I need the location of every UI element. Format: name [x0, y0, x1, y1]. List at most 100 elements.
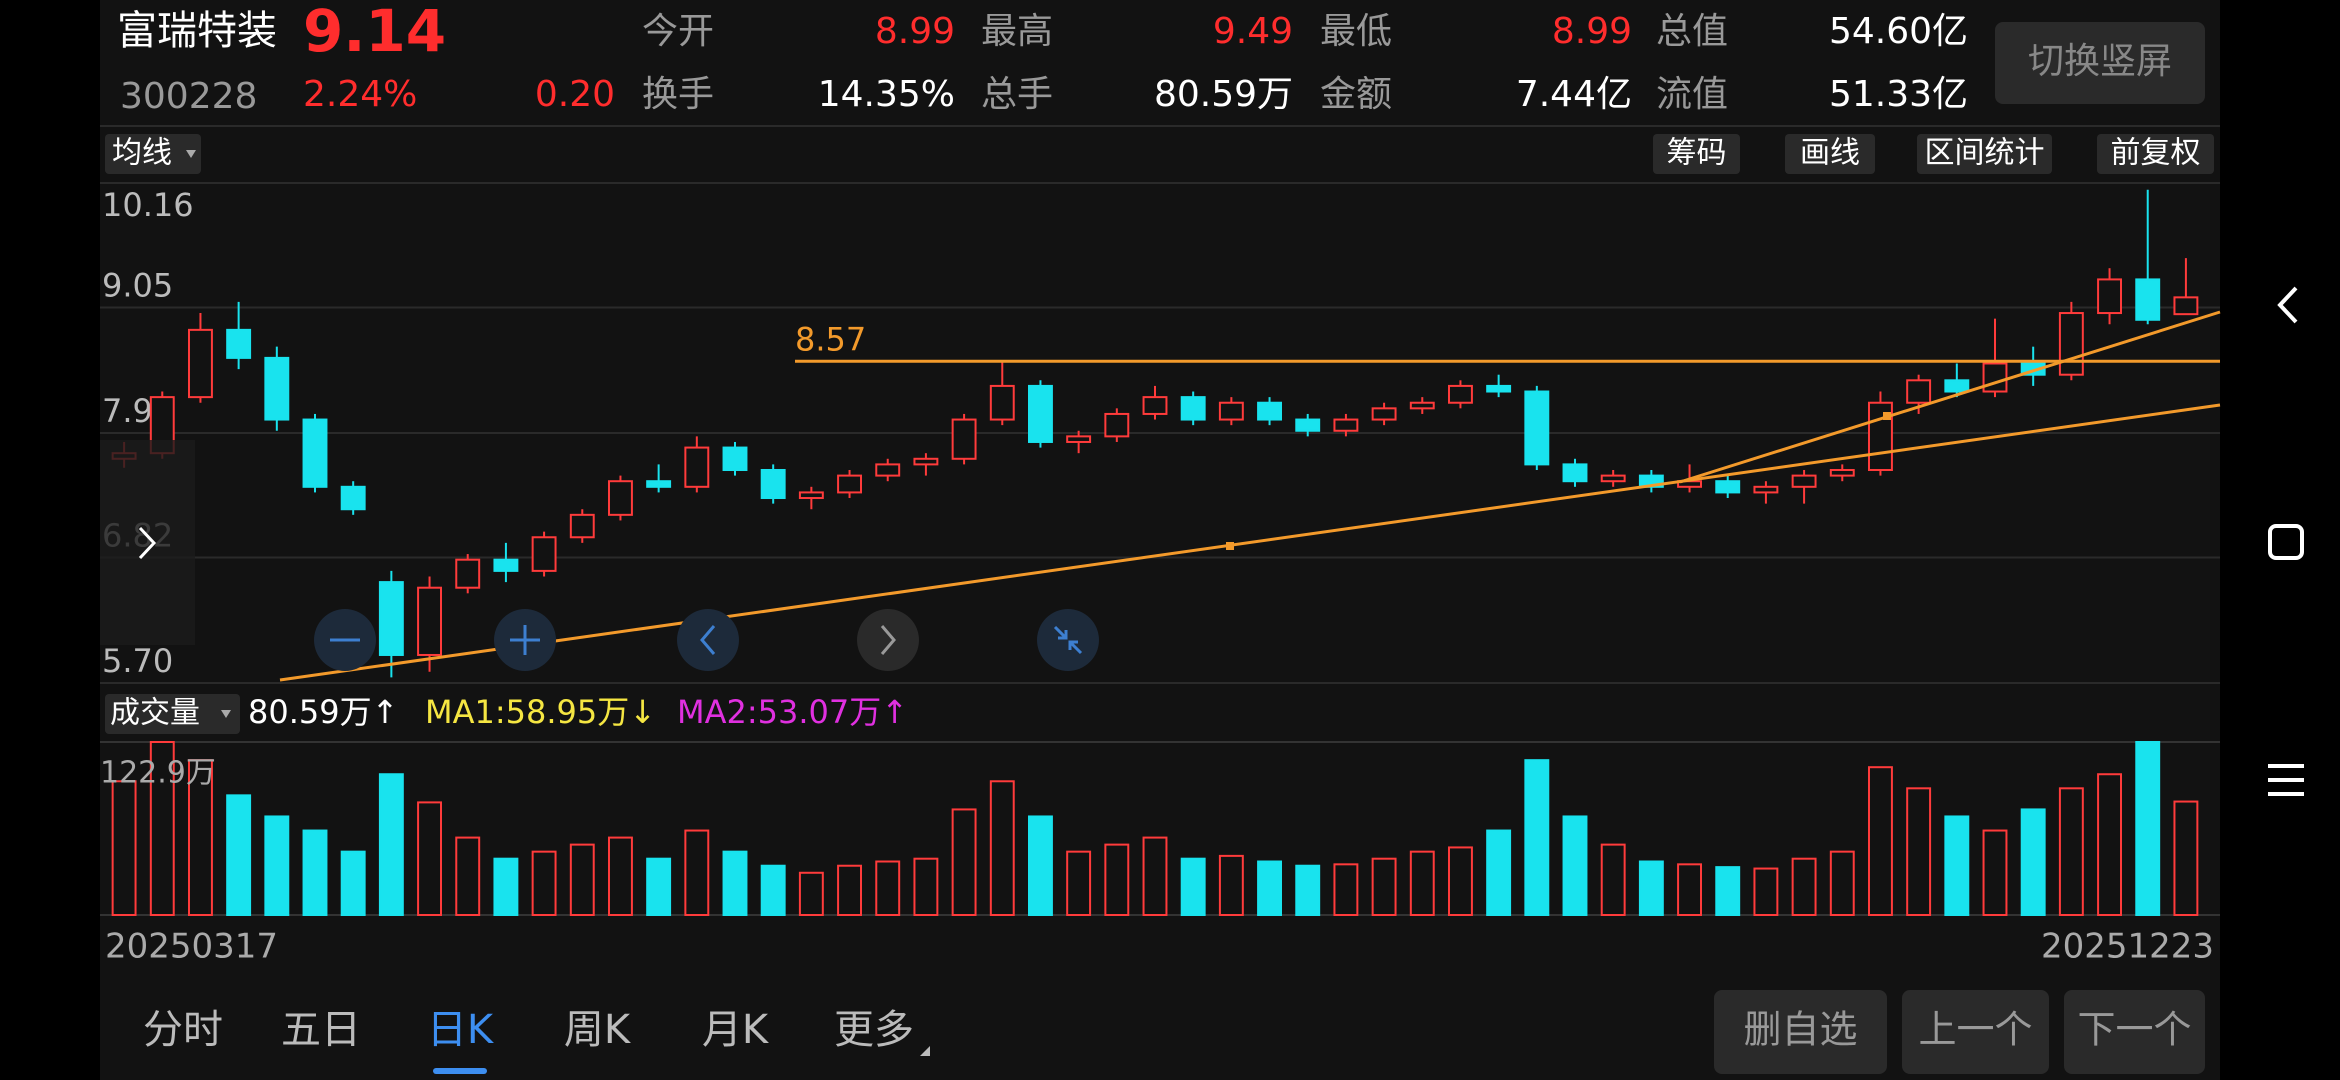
candle-body: [1524, 390, 1550, 466]
candle-body: [608, 480, 633, 516]
candle-body: [1218, 401, 1244, 421]
orientation-button[interactable]: [1995, 22, 2205, 104]
volume-bar: [684, 829, 710, 916]
volume-bar: [188, 759, 213, 917]
reset-button[interactable]: [1037, 609, 1099, 671]
volume-bar: [722, 850, 748, 917]
candle-body: [2097, 278, 2122, 315]
candle-body: [1409, 401, 1435, 410]
icon: [700, 625, 716, 655]
field-label: 总手: [981, 74, 1053, 115]
field-value: 9.49: [1213, 11, 1293, 52]
volume-bar: [1715, 866, 1741, 917]
candle-body: [1333, 418, 1359, 432]
field-label: 流值: [1656, 74, 1728, 115]
candle-body: [760, 468, 786, 500]
volume-bar: [149, 741, 175, 916]
candle-body: [2020, 362, 2046, 376]
tool-button-label: 筹码: [1667, 136, 1727, 171]
volume-bar: [1028, 815, 1053, 916]
zoom-controls: [314, 609, 1099, 671]
volume-button[interactable]: [105, 694, 240, 734]
toolbar-tools: 筹码 画线 区间统计 前复权: [1653, 134, 2214, 174]
volume-legend: 80.59万↑: [248, 693, 398, 731]
candle-body: [2135, 278, 2161, 321]
volume-bar: [1180, 857, 1206, 916]
volume-bars: [111, 741, 2199, 917]
scroll-right-button[interactable]: [857, 609, 919, 671]
action-button[interactable]: [1714, 990, 1887, 1074]
nav-back[interactable]: [2277, 286, 2298, 324]
candle-body: [1791, 474, 1817, 488]
tool-button[interactable]: [1653, 134, 1740, 174]
volume-bar: [111, 780, 137, 916]
side-panel-handle[interactable]: [100, 440, 195, 645]
candle-body: [264, 356, 290, 421]
volume-bar: [913, 857, 939, 916]
period-tab[interactable]: 更多: [834, 1007, 914, 1053]
volume-bar: [1409, 850, 1435, 917]
candle-body: [1066, 435, 1092, 443]
candle-body: [302, 418, 328, 488]
volume-bar: [1638, 860, 1664, 916]
action-button[interactable]: [2064, 990, 2205, 1074]
volume-bar: [531, 850, 557, 917]
candle-body: [798, 491, 824, 500]
candle-body: [722, 446, 748, 471]
nav-recents[interactable]: [2268, 764, 2304, 796]
candle-body: [1562, 463, 1588, 483]
horizontal-line-label: 8.57: [795, 320, 866, 358]
volume-bar: [493, 857, 519, 916]
change-pct: 2.24%: [303, 74, 417, 115]
volume-bar: [1562, 815, 1588, 916]
tool-button[interactable]: [1917, 134, 2052, 174]
candle-body: [1944, 379, 1970, 393]
nav-home[interactable]: [2268, 524, 2304, 560]
stock-code: 300228: [120, 76, 257, 117]
tool-button[interactable]: [2097, 134, 2214, 174]
trend-handle: [1226, 542, 1234, 550]
candle-body: [340, 485, 366, 511]
tool-button-label: 画线: [1800, 136, 1860, 171]
volume-bar: [1295, 864, 1321, 916]
active-underline: [433, 1068, 487, 1074]
candle-body: [188, 328, 213, 399]
volume-axis-label: 122.9万: [100, 756, 216, 791]
y-tick-label: 10.16: [102, 186, 194, 224]
volume-bar: [417, 801, 443, 916]
volume-bar: [2173, 800, 2199, 917]
tool-button[interactable]: [1785, 134, 1875, 174]
candle-body: [455, 558, 481, 589]
volume-bar: [608, 836, 633, 917]
volume-bar: [1791, 857, 1817, 916]
scroll-left-button[interactable]: [677, 609, 739, 671]
action-button-label: 上一个: [1918, 1008, 2032, 1052]
y-tick-label: 5.70: [102, 642, 173, 680]
volume-bar: [2135, 741, 2161, 916]
period-tabs: 分时 五日 日K 周K 月K 更多: [143, 1007, 930, 1074]
volume-bar: [1257, 860, 1283, 916]
candle-body: [951, 418, 977, 460]
period-tab[interactable]: 分时: [143, 1007, 223, 1053]
volume-bar: [798, 871, 824, 917]
period-tab[interactable]: 周K: [564, 1007, 632, 1053]
trend-handle: [1883, 412, 1891, 420]
trend-line: [1679, 310, 2221, 484]
ma-button[interactable]: [105, 134, 201, 174]
tool-button-label: 前复权: [2111, 136, 2201, 171]
period-tab[interactable]: 日K: [427, 1007, 495, 1053]
candle-body: [875, 463, 901, 477]
candle-body: [989, 384, 1015, 421]
y-tick-label: 9.05: [102, 266, 173, 304]
period-tab[interactable]: 月K: [702, 1007, 770, 1053]
volume-bar: [1333, 863, 1359, 916]
candle-body: [1906, 379, 1932, 404]
volume-bar: [837, 864, 862, 916]
period-tab[interactable]: 五日: [281, 1007, 361, 1053]
candle-body: [1715, 480, 1741, 494]
volume-bar: [1868, 766, 1893, 916]
action-button[interactable]: [1902, 990, 2049, 1074]
volume-bar: [1142, 836, 1168, 917]
volume-bar: [302, 829, 328, 916]
volume-bar: [2020, 808, 2046, 917]
